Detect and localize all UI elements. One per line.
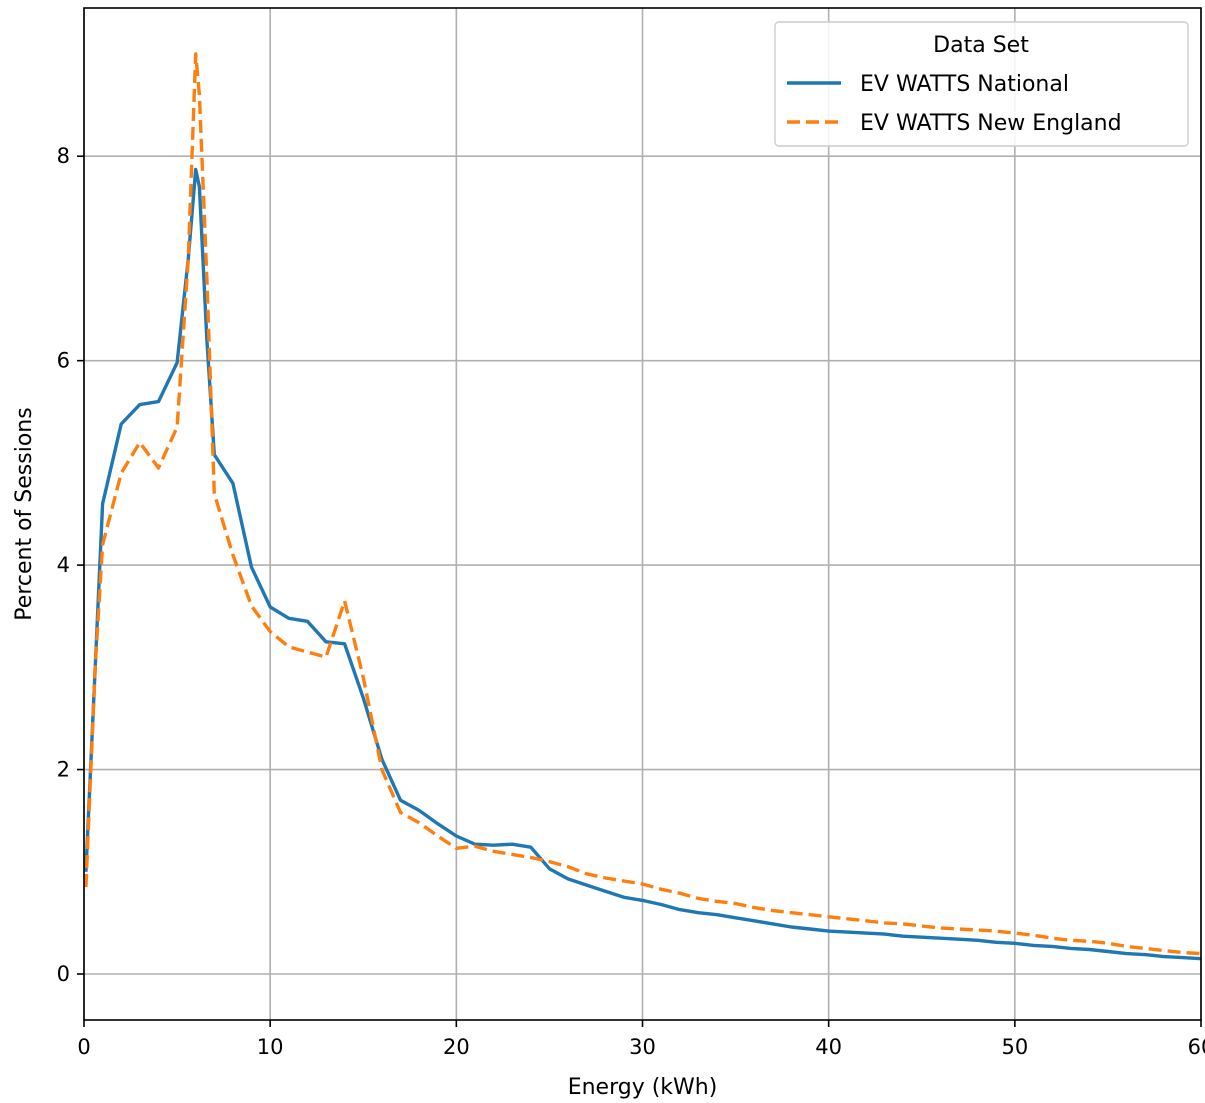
legend-label-1: EV WATTS National: [860, 72, 1069, 97]
y-tick-label: 8: [57, 144, 70, 168]
x-tick-label: 50: [1001, 1035, 1028, 1059]
x-tick-label: 10: [257, 1035, 284, 1059]
x-tick-label: 40: [815, 1035, 842, 1059]
series-layer: [84, 52, 1202, 961]
y-tick-label: 0: [57, 962, 70, 986]
x-axis-ticks: 0 10 20 30 40 50 60: [77, 1020, 1205, 1059]
y-tick-label: 4: [57, 553, 70, 577]
x-tick-label: 30: [629, 1035, 656, 1059]
legend-box: [774, 21, 1189, 147]
x-tick-label: 20: [443, 1035, 470, 1059]
series-line-1: [84, 167, 1202, 961]
x-tick-label: 0: [77, 1035, 90, 1059]
x-tick-label: 60: [1188, 1035, 1205, 1059]
x-axis-title: Energy (kWh): [568, 1075, 718, 1100]
legend-title: Data Set: [933, 33, 1029, 58]
grid-lines: [83, 8, 1202, 1020]
y-axis-ticks: 0 2 4 6 8: [57, 144, 84, 986]
y-tick-label: 6: [57, 349, 70, 373]
y-axis-title: Percent of Sessions: [12, 407, 37, 620]
series-line-2: [84, 52, 1202, 956]
y-tick-label: 2: [57, 758, 70, 782]
legend-label-2: EV WATTS New England: [860, 111, 1122, 136]
legend: Data Set EV WATTS National EV WATTS New E…: [774, 21, 1189, 147]
legend-entries: EV WATTS National EV WATTS New England: [787, 72, 1122, 136]
